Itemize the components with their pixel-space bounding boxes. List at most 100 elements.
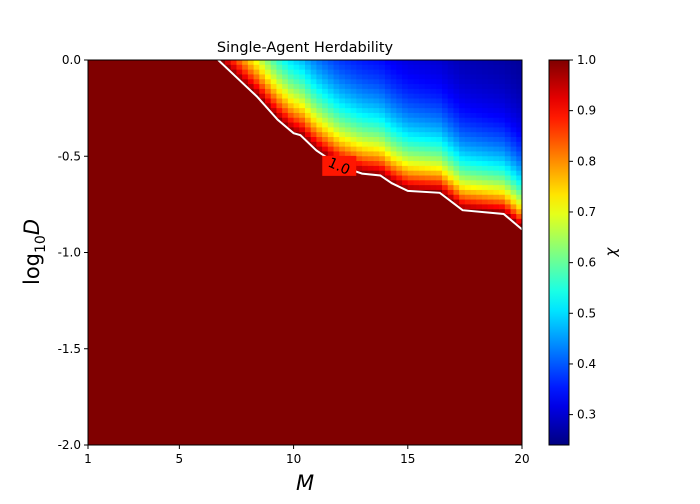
heatmap-cell: [407, 406, 415, 412]
heatmap-cell: [333, 60, 340, 66]
heatmap-cell: [196, 199, 203, 205]
heatmap-cell: [173, 151, 180, 157]
heatmap-cell: [265, 329, 272, 335]
heatmap-cell: [202, 430, 209, 436]
heatmap-cell: [310, 372, 318, 379]
heatmap-cell: [105, 132, 112, 138]
heatmap-cell: [379, 228, 386, 234]
heatmap-cell: [339, 401, 346, 408]
heatmap-cell: [293, 334, 300, 340]
heatmap-cell: [88, 247, 95, 254]
heatmap-cell: [287, 334, 295, 340]
heatmap-cell: [219, 266, 226, 273]
heatmap-cell: [179, 247, 186, 254]
heatmap-cell: [293, 238, 300, 244]
heatmap-cell: [430, 257, 437, 263]
heatmap-cell: [105, 127, 112, 133]
heatmap-cell: [316, 84, 323, 90]
heatmap-cell: [407, 132, 415, 138]
heatmap-cell: [99, 266, 106, 273]
heatmap-cell: [253, 108, 260, 114]
heatmap-cell: [127, 98, 135, 104]
heatmap-cell: [110, 324, 118, 331]
heatmap-cell: [265, 310, 272, 316]
heatmap-cell: [436, 117, 443, 124]
heatmap-cell: [322, 180, 329, 186]
heatmap-cell: [356, 271, 363, 278]
heatmap-cell: [110, 343, 118, 350]
heatmap-cell: [390, 209, 397, 215]
heatmap-cell: [207, 175, 215, 181]
heatmap-cell: [167, 60, 175, 66]
heatmap-cell: [350, 353, 357, 359]
heatmap-cell: [139, 271, 146, 278]
heatmap-cell: [173, 368, 180, 374]
heatmap-cell: [156, 175, 163, 181]
heatmap-cell: [322, 194, 329, 201]
heatmap-cell: [390, 161, 397, 167]
heatmap-cell: [190, 117, 198, 124]
heatmap-cell: [133, 98, 140, 104]
heatmap-cell: [122, 271, 129, 278]
heatmap-cell: [179, 122, 186, 128]
heatmap-cell: [419, 257, 426, 263]
heatmap-cell: [396, 324, 403, 331]
heatmap-cell: [145, 252, 152, 258]
heatmap-cell: [207, 396, 215, 403]
heatmap-cell: [110, 358, 118, 364]
heatmap-cell: [190, 416, 198, 422]
heatmap-cell: [167, 185, 175, 191]
heatmap-cell: [190, 348, 198, 355]
heatmap-cell: [356, 209, 363, 215]
heatmap-cell: [305, 137, 312, 143]
heatmap-cell: [430, 358, 437, 364]
heatmap-cell: [110, 382, 118, 388]
heatmap-cell: [424, 396, 432, 403]
heatmap-cell: [122, 266, 129, 273]
heatmap-cell: [167, 74, 175, 80]
heatmap-cell: [293, 185, 300, 191]
heatmap-cell: [247, 295, 255, 302]
heatmap-cell: [185, 156, 192, 162]
heatmap-cell: [207, 137, 215, 143]
heatmap-cell: [122, 387, 129, 393]
heatmap-cell: [339, 372, 346, 379]
heatmap-cell: [145, 372, 152, 379]
heatmap-cell: [88, 435, 95, 441]
heatmap-cell: [362, 276, 369, 282]
heatmap-cell: [350, 180, 357, 186]
heatmap-cell: [396, 353, 403, 359]
heatmap-cell: [413, 117, 420, 124]
heatmap-cell: [116, 329, 123, 335]
heatmap-cell: [116, 165, 123, 172]
heatmap-cell: [242, 146, 249, 153]
heatmap-cell: [110, 199, 118, 205]
heatmap-cell: [133, 396, 140, 403]
heatmap-cell: [430, 425, 437, 432]
heatmap-cell: [310, 141, 318, 148]
heatmap-cell: [173, 60, 180, 66]
heatmap-cell: [270, 382, 278, 388]
heatmap-cell: [105, 392, 112, 398]
heatmap-cell: [207, 430, 215, 436]
heatmap-cell: [333, 214, 340, 220]
heatmap-cell: [430, 286, 437, 292]
heatmap-cell: [384, 209, 392, 215]
heatmap-cell: [339, 281, 346, 287]
heatmap-cell: [299, 132, 306, 138]
heatmap-cell: [344, 151, 352, 157]
heatmap-cell: [356, 315, 363, 321]
heatmap-cell: [384, 252, 392, 258]
heatmap-cell: [139, 60, 146, 66]
heatmap-cell: [127, 64, 135, 71]
heatmap-cell: [367, 257, 375, 263]
heatmap-cell: [430, 60, 437, 66]
heatmap-cell: [139, 84, 146, 90]
heatmap-cell: [299, 396, 306, 403]
heatmap-cell: [167, 180, 175, 186]
heatmap-cell: [287, 377, 295, 384]
heatmap-cell: [185, 108, 192, 114]
heatmap-cell: [110, 165, 118, 172]
heatmap-cell: [310, 161, 318, 167]
heatmap-cell: [150, 406, 158, 412]
